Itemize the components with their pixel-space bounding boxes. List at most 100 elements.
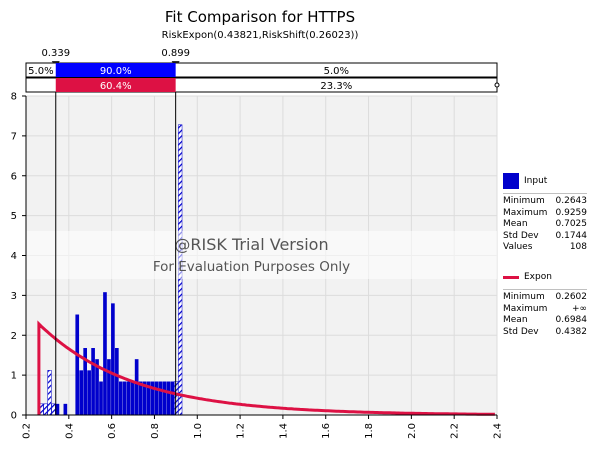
watermark-line-1: @RISK Trial Version — [174, 235, 328, 254]
x-tick-label: 1.6 — [321, 423, 332, 439]
x-tick-label: 0.8 — [150, 423, 161, 439]
stat-value: 0.1744 — [555, 230, 588, 241]
y-tick-label: 0 — [11, 411, 17, 422]
y-tick-label: 8 — [11, 92, 17, 103]
stat-label: Std Dev — [503, 230, 539, 241]
histogram-bar — [138, 381, 143, 415]
legend-input-stat-row: Std Dev 0.1744 — [503, 231, 587, 243]
stat-value: +∞ — [571, 303, 587, 314]
band-top-middle — [55, 63, 176, 77]
x-tick-label: 0.6 — [107, 423, 118, 439]
delimiter-label-1: 0.339 — [41, 48, 70, 59]
watermark-line-2: For Evaluation Purposes Only — [153, 259, 350, 275]
x-tick-label: 0.4 — [64, 423, 75, 439]
x-tick-label: 2.4 — [493, 423, 504, 439]
histogram-bar — [162, 381, 167, 415]
legend-expon-stat-row: Maximum +∞ — [503, 304, 587, 316]
y-tick-label: 1 — [11, 371, 17, 382]
stat-label: Mean — [503, 219, 528, 229]
legend-input-stat-row: Mean 0.7025 — [503, 219, 587, 231]
chart-title: Fit Comparison for HTTPS — [164, 8, 356, 26]
band-top-middle-label: 90.0% — [100, 66, 132, 77]
histogram-bar — [51, 403, 56, 416]
histogram-bar — [87, 370, 91, 415]
legend-input: Input Minimum 0.2643 Maximum 0.9259 Mean 0.70… — [503, 172, 587, 254]
histogram-bar — [134, 359, 139, 415]
histogram-bar — [158, 381, 163, 415]
x-tick-label: 2.2 — [450, 423, 461, 439]
stat-label: Minimum — [503, 196, 545, 206]
legend-input-stat-row: Minimum 0.2643 — [503, 196, 587, 208]
stat-label: Minimum — [503, 292, 545, 302]
band-bottom-middle — [55, 78, 176, 92]
y-tick-label: 6 — [11, 171, 17, 182]
stat-value: 108 — [569, 242, 587, 252]
legend-input-stat-row: Values 108 — [503, 242, 587, 254]
y-tick-label: 5 — [11, 211, 17, 222]
legend-input-label: Input — [524, 176, 548, 186]
histogram-bar — [43, 403, 48, 416]
histogram-bar — [91, 348, 95, 415]
histogram-bar — [174, 381, 179, 416]
histogram-bar — [47, 370, 52, 416]
stat-value: 0.6984 — [555, 315, 588, 325]
histogram-bar — [75, 314, 80, 415]
legend-expon-label: Expon — [524, 272, 552, 282]
histogram-bar — [83, 348, 87, 415]
x-tick-label: 1.4 — [278, 423, 289, 439]
histogram-bar — [130, 381, 135, 415]
histogram-bar — [103, 292, 107, 415]
histogram-bar — [154, 381, 159, 415]
band-top-left-label: 5.0% — [28, 66, 53, 77]
histogram-bar — [118, 381, 123, 415]
x-tick-label: 0.2 — [22, 423, 33, 439]
stat-value: 0.9259 — [555, 207, 588, 218]
histogram-bar — [55, 403, 60, 415]
x-tick-label: 1.2 — [236, 423, 247, 439]
y-tick-label: 7 — [11, 131, 17, 142]
stat-value: 0.2602 — [555, 292, 588, 302]
fit-curve-expon — [37, 320, 495, 416]
y-tick-label: 2 — [11, 331, 17, 342]
histogram-bar — [63, 403, 68, 415]
histogram-bar — [126, 381, 131, 415]
stat-value: 0.2643 — [555, 196, 588, 206]
histogram-bar — [115, 348, 119, 415]
histogram-bar — [122, 381, 127, 415]
band-bottom-middle-label: 60.4% — [100, 81, 132, 92]
band-top-right-label: 5.0% — [324, 66, 349, 77]
delimiter-label-2: 0.899 — [161, 48, 190, 59]
histogram-bar — [170, 381, 175, 415]
histogram-bar — [99, 381, 103, 415]
watermark-band — [26, 231, 497, 279]
stat-label: Maximum — [503, 303, 548, 314]
legend-expon-stat-row: Std Dev 0.4382 — [503, 327, 587, 339]
chart-subtitle: RiskExpon(0.43821,RiskShift(0.26023)) — [161, 30, 359, 41]
stat-label: Values — [503, 242, 533, 252]
histogram-bar — [150, 381, 155, 415]
stat-label: Mean — [503, 315, 528, 325]
legend-input-stat-row: Maximum 0.9259 — [503, 208, 587, 220]
y-tick-label: 3 — [11, 291, 17, 302]
stat-label: Maximum — [503, 207, 548, 218]
histogram-bar — [111, 303, 115, 415]
histogram-bar — [107, 359, 111, 415]
stat-value: 0.4382 — [555, 326, 588, 337]
legend-expon-stat-row: Minimum 0.2602 — [503, 292, 587, 304]
band-bottom-right-label: 23.3% — [320, 81, 352, 92]
histogram-bar — [95, 359, 99, 415]
x-tick-label: 2.0 — [407, 423, 418, 439]
x-tick-label: 1.0 — [193, 423, 204, 439]
stat-label: Std Dev — [503, 326, 539, 337]
legend-expon-line — [503, 275, 519, 279]
stat-value: 0.7025 — [555, 219, 588, 229]
histogram-bar — [166, 381, 171, 415]
legend-input-swatch — [503, 173, 519, 189]
histogram-bar — [142, 381, 147, 415]
legend-expon-stat-row: Mean 0.6984 — [503, 315, 587, 327]
histogram-bar — [79, 370, 84, 415]
legend-expon: Expon Minimum 0.2602 Maximum +∞ Mean 0.6984 St… — [503, 268, 587, 338]
histogram-bar — [146, 381, 151, 415]
y-tick-label: 4 — [11, 251, 17, 262]
band-end-marker — [494, 82, 500, 88]
